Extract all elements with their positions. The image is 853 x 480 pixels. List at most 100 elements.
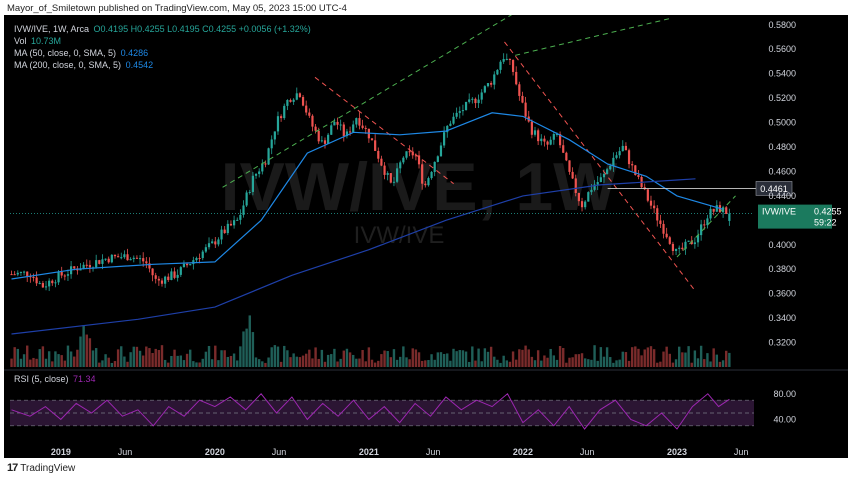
candle	[280, 116, 283, 119]
candle	[358, 118, 361, 126]
legend-ma200-label[interactable]: MA (200, close, 0, SMA, 5)	[14, 60, 122, 70]
volume-bar	[674, 359, 678, 367]
volume-bar	[505, 360, 509, 367]
candle	[226, 223, 229, 234]
volume-bar	[703, 359, 706, 367]
candle	[176, 274, 179, 278]
volume-bar	[380, 354, 383, 367]
legend-symbol[interactable]: IVW/IVE, 1W, Arca	[14, 24, 90, 34]
candle	[511, 59, 515, 72]
candle	[295, 93, 298, 100]
candle	[264, 163, 267, 165]
footer-brand[interactable]: 17 TradingView	[7, 462, 75, 474]
volume-bar	[389, 357, 393, 367]
candle	[48, 280, 51, 287]
legend-ma50-label[interactable]: MA (50, close, 0, SMA, 5)	[14, 48, 117, 58]
candle	[170, 271, 173, 281]
candle	[223, 229, 226, 234]
volume-bar	[530, 356, 534, 367]
volume-bar	[502, 355, 505, 367]
volume-bar	[267, 357, 270, 367]
volume-bar	[681, 352, 684, 367]
volume-bar	[646, 347, 650, 367]
volume-bar	[286, 350, 289, 367]
candle	[60, 271, 63, 276]
candle	[537, 130, 540, 142]
candle	[609, 165, 612, 170]
volume-bar	[179, 355, 183, 367]
volume-bar	[189, 349, 192, 367]
candle	[436, 156, 439, 162]
volume-bar	[518, 349, 521, 367]
volume-bar	[424, 360, 427, 367]
candle	[276, 116, 280, 132]
volume-bar	[210, 359, 214, 367]
x-tick-label: 2023	[667, 447, 687, 457]
candle	[185, 263, 189, 266]
volume-bar	[671, 362, 675, 367]
volume-bar	[19, 358, 23, 367]
volume-bar	[662, 351, 665, 367]
candle	[355, 118, 358, 125]
volume-bar	[474, 360, 477, 367]
rsi-line	[11, 393, 730, 430]
candle	[261, 163, 264, 172]
volume-bar	[420, 360, 424, 367]
candle	[577, 192, 580, 202]
price-chart[interactable]: IVW/IVE, 1WIVW/IVE0.44610.32000.34000.36…	[4, 15, 848, 458]
candle	[289, 100, 292, 102]
volume-bar	[192, 361, 195, 367]
volume-bar	[29, 359, 32, 367]
price-tag-countdown: 59:22	[814, 218, 837, 228]
volume-bar	[414, 349, 418, 367]
volume-bar	[571, 357, 574, 367]
volume-bar	[116, 349, 120, 367]
candle	[392, 181, 396, 183]
candle	[239, 214, 242, 220]
legend-rsi-label[interactable]: RSI (5, close)	[14, 374, 69, 384]
candle	[113, 254, 117, 257]
volume-bar	[32, 357, 35, 367]
volume-bar	[336, 361, 339, 367]
rsi-tick-label: 80.00	[773, 389, 796, 399]
candle	[662, 223, 665, 234]
volume-bar	[138, 350, 142, 367]
candle	[549, 139, 552, 145]
candle	[154, 275, 157, 279]
candle	[631, 164, 634, 166]
volume-bar	[527, 349, 530, 367]
volume-bar	[185, 353, 189, 367]
candle	[19, 271, 23, 273]
volume-bar	[217, 360, 220, 367]
candle	[665, 233, 668, 238]
candle	[621, 145, 624, 152]
volume-bar	[330, 354, 333, 367]
volume-bar	[615, 360, 618, 367]
y-tick-label: 0.5000	[768, 118, 796, 128]
candle	[179, 267, 182, 275]
chart-area[interactable]: IVW/IVE, 1W IVW/IVE 0.4461 0.3200 0.3400 0.36…	[4, 15, 848, 458]
candle	[377, 150, 380, 159]
candle	[499, 61, 502, 70]
legend-ma50-value: 0.4286	[120, 48, 149, 58]
candle	[229, 223, 233, 226]
volume-bar	[352, 354, 355, 367]
volume-bar	[678, 346, 681, 367]
candle	[301, 97, 305, 106]
candle	[590, 189, 593, 193]
candle	[646, 189, 649, 201]
volume-bar	[690, 362, 693, 367]
volume-bar	[699, 345, 703, 367]
candle	[480, 92, 483, 100]
candle	[721, 207, 725, 213]
volume-bar	[270, 347, 273, 367]
candle	[110, 254, 113, 263]
volume-bar	[558, 346, 562, 367]
volume-bar	[477, 348, 480, 367]
x-tick-label: Jun	[272, 447, 287, 457]
trend-channel-line	[515, 18, 670, 56]
candle	[574, 178, 577, 193]
x-tick-label: 2019	[51, 447, 71, 457]
candle	[458, 111, 461, 113]
legend-vol-label[interactable]: Vol	[14, 36, 27, 46]
